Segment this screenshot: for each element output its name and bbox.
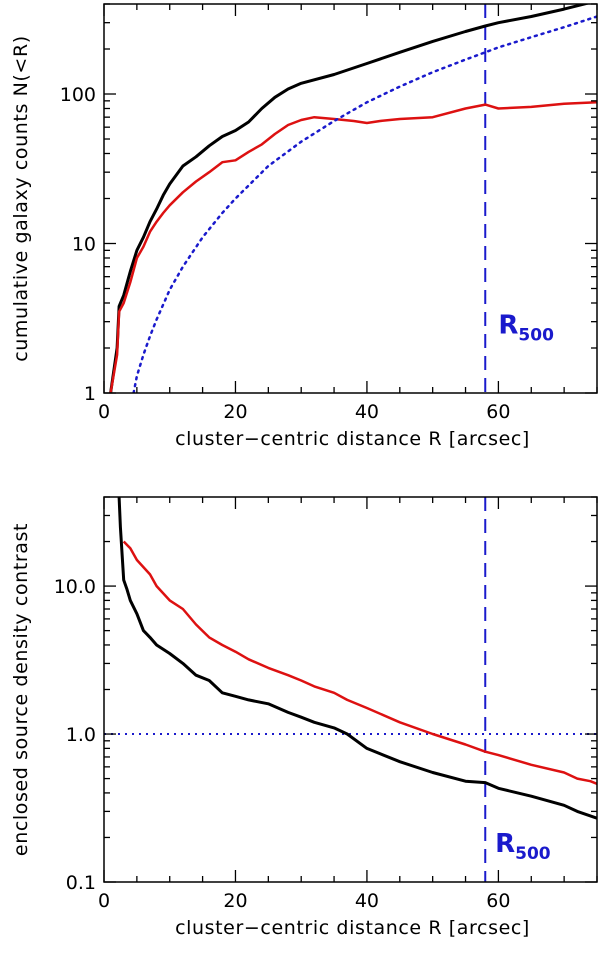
y-axis-title: cumulative galaxy counts N(<R) — [10, 35, 32, 362]
panel-1: 0 20 40 60 1 10 100 cluster−centric distance R … — [10, 3, 598, 450]
series-red — [122, 540, 597, 786]
x-tick-label: 60 — [486, 890, 510, 912]
series-red — [109, 101, 597, 393]
y-tick-label: 10 — [72, 234, 96, 256]
x-axis-title: cluster−centric distance R [arcsec] — [175, 428, 530, 450]
x-tick-label: 0 — [98, 890, 110, 912]
y-tick-label: 100 — [60, 84, 96, 106]
series-black — [117, 497, 597, 820]
panel-2: 0 20 40 60 0.1 1.0 10.0 cluster−centric distanc… — [10, 496, 598, 939]
y-tick-label: 1.0 — [66, 724, 96, 746]
x-tick-label: 20 — [223, 401, 247, 423]
y-tick-label: 10.0 — [54, 576, 96, 598]
x-axis-title: cluster−centric distance R [arcsec] — [175, 917, 530, 939]
y-tick-label: 0.1 — [66, 872, 96, 894]
plot-area — [109, 4, 597, 393]
y-tick-label: 1 — [84, 383, 96, 405]
x-tick-label: 40 — [355, 890, 379, 912]
plot-frame — [103, 496, 598, 883]
series-blue-dotted — [132, 15, 597, 393]
r500-annotation: R500 — [498, 311, 554, 346]
x-tick-label: 0 — [98, 401, 110, 423]
r500-annotation: R500 — [495, 829, 551, 864]
x-tick-label: 40 — [355, 401, 379, 423]
x-tick-label: 60 — [486, 401, 510, 423]
series-black — [109, 4, 591, 393]
x-tick-label: 20 — [223, 890, 247, 912]
y-axis-title: enclosed source density contrast — [10, 523, 32, 856]
plot-area — [104, 497, 597, 882]
